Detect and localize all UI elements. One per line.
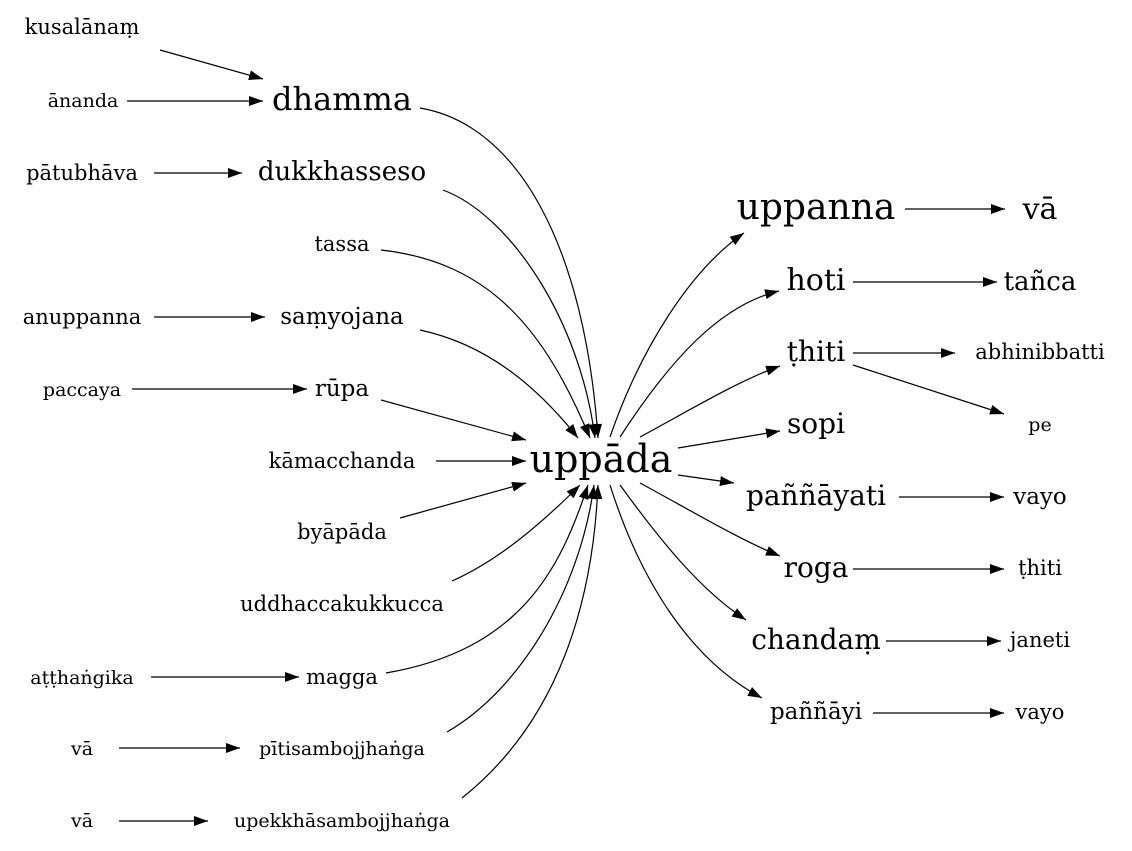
node-vayo-1: vayo (1012, 484, 1067, 510)
node-paccaya: paccaya (43, 379, 121, 401)
node-magga: magga (306, 665, 378, 689)
node-kamacchanda: kāmacchanda (269, 449, 416, 473)
node-va-right: vā (1022, 192, 1058, 227)
node-dhamma: dhamma (272, 80, 412, 118)
node-hoti: hoti (786, 263, 845, 298)
node-abhinibbatti: abhinibbatti (975, 340, 1105, 364)
edge-uppada-roga (639, 482, 781, 557)
edge-samyojana-uppada (419, 329, 579, 439)
edge-uppada-sopi (677, 428, 781, 449)
node-uppanna: uppanna (737, 187, 896, 228)
node-va2: vā (70, 810, 93, 832)
edge-thiti-pe (852, 364, 1005, 415)
node-atthangika: aṭṭhaṅgika (30, 667, 133, 689)
node-pannayi: paññāyi (770, 699, 862, 725)
node-patubhava: pātubhāva (26, 161, 138, 185)
edge-kusalanam-dhamma (159, 49, 264, 81)
node-uppada: uppāda (530, 437, 673, 481)
node-vayo-2: vayo (1015, 700, 1065, 724)
edge-rupa-uppada (380, 399, 527, 442)
node-tassa: tassa (314, 232, 369, 256)
edge-uppada-uppanna (609, 232, 745, 438)
node-kusalanam: kusalānaṃ (25, 15, 140, 39)
edge-tassa-uppada (380, 249, 591, 439)
node-janeti: janeti (1007, 628, 1070, 652)
edge-dhamma-uppada (419, 107, 603, 439)
node-pannayati: paññāyati (746, 479, 886, 512)
edge-uppada-chandam (619, 484, 747, 621)
edge-dukkhasseso-uppada (442, 189, 599, 439)
node-labels: kusalānaṃ ānanda dhamma pātubhāva dukkha… (23, 15, 1105, 832)
edges (119, 49, 1005, 826)
node-thiti: ṭhiti (787, 335, 845, 368)
node-va1: vā (70, 738, 93, 760)
node-sopi: sopi (787, 407, 845, 440)
node-chandam: chandaṃ (751, 623, 881, 656)
edge-byapada-uppada (399, 481, 527, 519)
edge-uppada-hoti (619, 289, 780, 438)
node-upekkha: upekkhāsambojjhaṅga (234, 810, 450, 832)
node-thiti-2: ṭhiti (1018, 556, 1062, 580)
node-byapada: byāpāda (297, 520, 387, 544)
node-rupa: rūpa (315, 376, 370, 402)
edge-upekkha-uppada (461, 484, 603, 799)
node-piti: pītisambojjhaṅga (259, 738, 425, 760)
node-tanca: tañca (1004, 267, 1077, 297)
edge-uppada-pannayi (609, 484, 763, 699)
node-uddhacca: uddhaccakukkucca (240, 592, 444, 616)
edge-uppada-thiti (639, 365, 781, 438)
edge-piti-uppada (446, 484, 598, 733)
node-ananda: ānanda (48, 90, 119, 112)
edge-magga-uppada (385, 484, 589, 674)
node-pe: pe (1028, 414, 1051, 436)
edge-uddhacca-uppada (451, 484, 581, 582)
edge-uppada-pannayati (677, 474, 735, 486)
node-samyojana: saṃyojana (280, 304, 404, 330)
node-anuppanna: anuppanna (23, 305, 142, 329)
node-dukkhasseso: dukkhasseso (258, 157, 426, 187)
node-roga: roga (784, 551, 849, 584)
